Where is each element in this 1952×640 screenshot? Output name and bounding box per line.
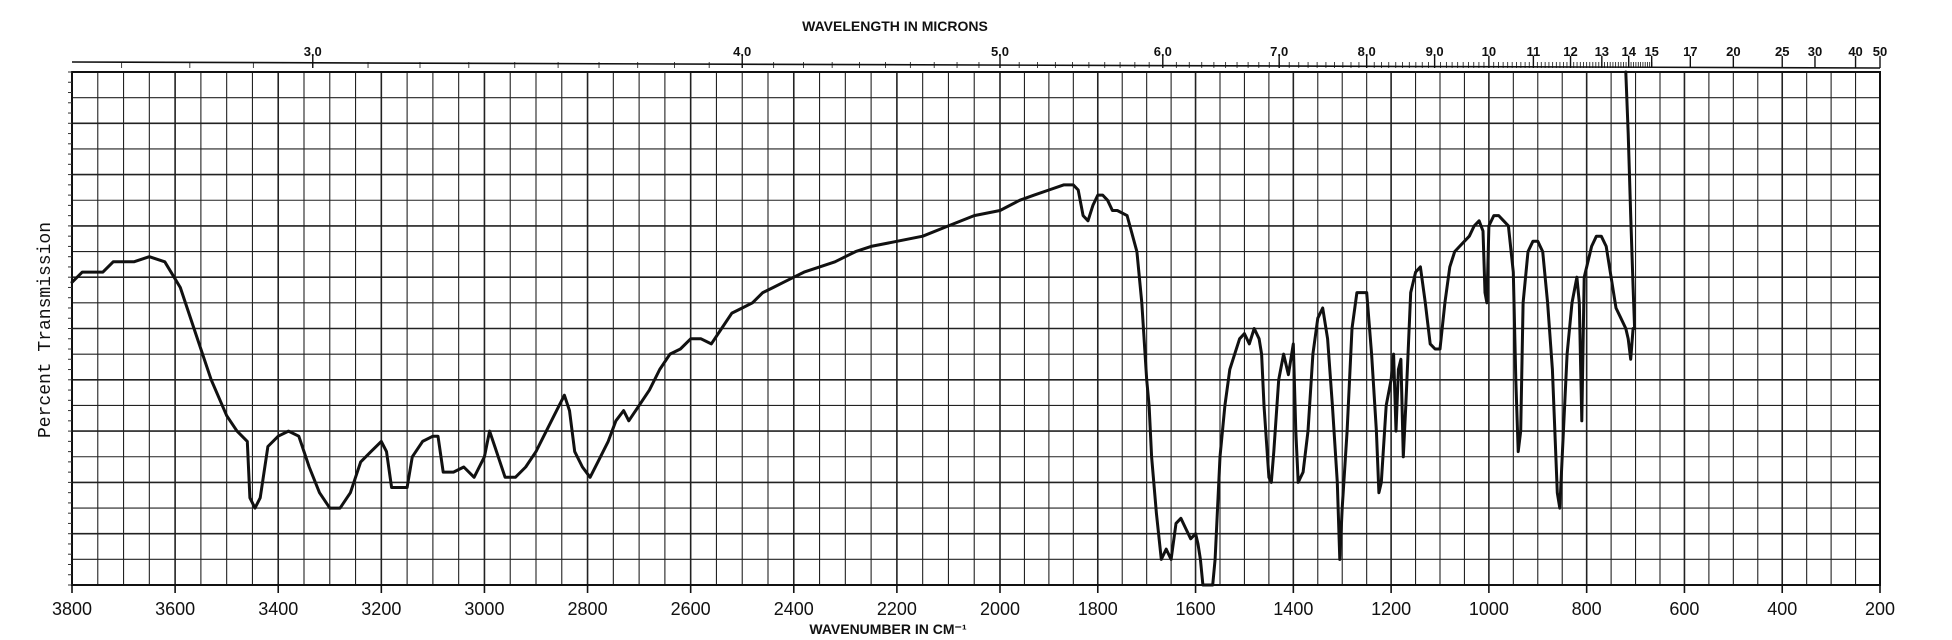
bottom-tick-label: 1000 <box>1469 599 1509 619</box>
top-tick-label: 8.0 <box>1358 44 1376 59</box>
bottom-tick-label: 1600 <box>1176 599 1216 619</box>
bottom-tick-label: 2000 <box>980 599 1020 619</box>
top-tick-label: 17 <box>1683 44 1697 59</box>
top-tick-label: 4.0 <box>733 44 751 59</box>
bottom-wavenumber-axis: 3800 3600 3400 3200 3000 2800 2600 2400 2200 2000… <box>52 585 1895 619</box>
bottom-tick-label: 200 <box>1865 599 1895 619</box>
top-tick-label: 11 <box>1527 44 1541 59</box>
bottom-tick-label: 2600 <box>671 599 711 619</box>
top-tick-label: 20 <box>1726 44 1740 59</box>
bottom-tick-label: 1400 <box>1273 599 1313 619</box>
top-tick-label: 15 <box>1644 44 1658 59</box>
top-tick-label: 7.0 <box>1270 44 1288 59</box>
bottom-tick-label: 1800 <box>1078 599 1118 619</box>
bottom-tick-label: 2800 <box>568 599 608 619</box>
bottom-tick-label: 3600 <box>155 599 195 619</box>
top-tick-label: 10 <box>1482 44 1496 59</box>
bottom-tick-label: 800 <box>1572 599 1602 619</box>
top-tick-label: 25 <box>1775 44 1789 59</box>
bottom-tick-label: 2400 <box>774 599 814 619</box>
bottom-tick-label: 600 <box>1669 599 1699 619</box>
grid <box>68 71 1881 586</box>
y-axis-title: Percent Transmission <box>36 222 56 438</box>
bottom-tick-label: 3200 <box>361 599 401 619</box>
top-tick-label: 13 <box>1595 44 1609 59</box>
bottom-tick-label: 2200 <box>877 599 917 619</box>
spectrum-trace-2 <box>1624 70 1637 330</box>
top-tick-label: 6.0 <box>1154 44 1172 59</box>
bottom-tick-label: 3800 <box>52 599 92 619</box>
spectrum-trace-1 <box>70 183 1635 587</box>
bottom-tick-label: 400 <box>1767 599 1797 619</box>
top-tick-label: 14 <box>1621 44 1636 59</box>
top-axis-line <box>71 61 1881 69</box>
top-axis-title: WAVELENGTH IN MICRONS <box>802 18 988 34</box>
bottom-tick-label: 3000 <box>464 599 504 619</box>
bottom-tick-label: 3400 <box>258 599 298 619</box>
top-tick-label: 5.0 <box>991 44 1009 59</box>
top-tick-label: 40 <box>1848 44 1862 59</box>
bottom-tick-label: 1200 <box>1371 599 1411 619</box>
top-tick-label: 50 <box>1873 44 1887 59</box>
top-tick-label: 12 <box>1563 44 1577 59</box>
top-tick-label: 3.0 <box>304 44 322 59</box>
x-axis-title: WAVENUMBER IN CM⁻¹ <box>809 621 967 637</box>
spectrum-series <box>70 70 1637 587</box>
top-tick-label: 30 <box>1808 44 1822 59</box>
top-wavelength-axis: 3.0 4.0 5.0 6.0 7.0 8.0 9.0 10 11 12 13 14 15 17 20 25 3… <box>71 44 1887 69</box>
top-tick-label: 9.0 <box>1426 44 1444 59</box>
